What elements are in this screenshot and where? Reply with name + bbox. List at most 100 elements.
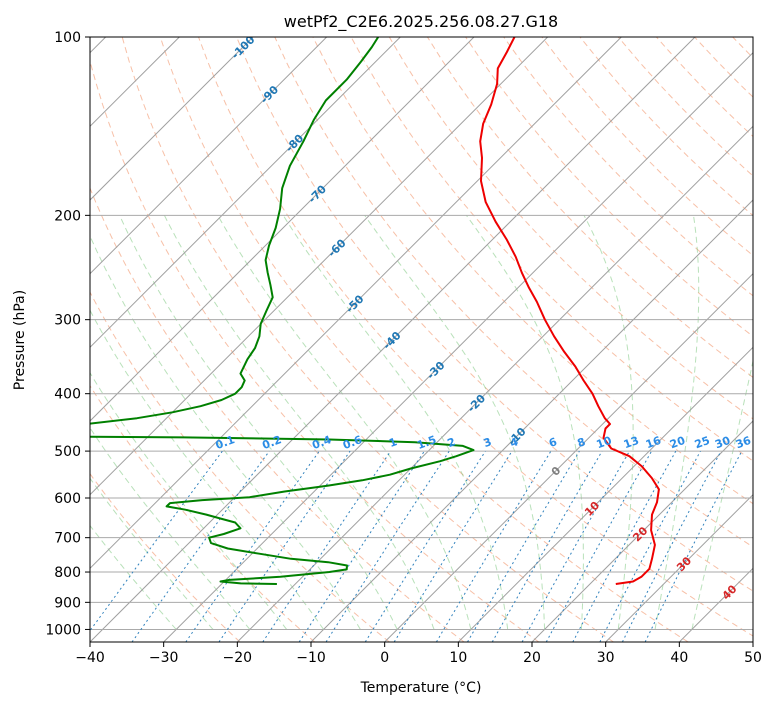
mixing-ratio-label: 10 bbox=[595, 434, 614, 452]
dry-adiabat bbox=[90, 291, 390, 642]
mixing-ratio-line bbox=[325, 450, 450, 642]
mixing-ratio-label: 0.4 bbox=[310, 433, 333, 452]
dry-adiabat bbox=[90, 384, 316, 642]
isotherm-line bbox=[678, 567, 753, 642]
mixing-ratio-label: 0.1 bbox=[214, 433, 237, 452]
y-tick-label: 300 bbox=[54, 313, 81, 329]
mixing-ratio-line bbox=[599, 450, 701, 642]
y-tick-label: 500 bbox=[54, 444, 81, 460]
x-tick-label: −30 bbox=[149, 650, 179, 666]
plot-frame bbox=[89, 36, 754, 643]
y-tick-label: 700 bbox=[54, 531, 81, 547]
dry-adiabat bbox=[694, 37, 753, 98]
isotherm-line bbox=[90, 37, 401, 349]
y-tick-label: 1000 bbox=[45, 622, 81, 638]
isotherm-line bbox=[236, 125, 753, 642]
mixing-ratio-line bbox=[218, 450, 351, 642]
mixing-ratio-label: 2 bbox=[446, 435, 458, 450]
mixing-ratio-label: 25 bbox=[693, 434, 712, 451]
isotherm-line bbox=[90, 37, 475, 422]
dry-adiabat bbox=[732, 37, 753, 59]
x-tick-label: −10 bbox=[296, 650, 326, 666]
dry-adiabat bbox=[159, 37, 689, 642]
dry-adiabat bbox=[90, 59, 540, 642]
moist-adiabat bbox=[691, 358, 753, 630]
x-axis-label: Temperature (°C) bbox=[360, 680, 482, 696]
mixing-ratio-label: 1 bbox=[387, 435, 399, 450]
isotherm-line bbox=[605, 493, 753, 642]
isotherm-line bbox=[90, 37, 549, 496]
mixing-ratio-line bbox=[298, 450, 425, 642]
y-tick-label: 800 bbox=[54, 565, 81, 581]
isotherm-line bbox=[163, 51, 753, 642]
mixing-ratio-line bbox=[467, 450, 580, 642]
dry-adiabat bbox=[350, 37, 753, 462]
mixing-ratio-label: 16 bbox=[644, 434, 663, 452]
dry-adiabat bbox=[388, 37, 753, 420]
moist-adiabat bbox=[282, 215, 509, 630]
isotherm-line bbox=[90, 37, 622, 570]
moist-adiabat bbox=[163, 215, 435, 630]
mixing-ratio-line bbox=[185, 450, 320, 642]
chart-title: wetPf2_C2E6.2025.256.08.27.G18 bbox=[284, 12, 558, 32]
isotherm-line bbox=[457, 346, 753, 642]
mixing-ratio-label: 6 bbox=[547, 435, 559, 450]
isotherm-line bbox=[310, 199, 753, 642]
temperature-profile bbox=[479, 37, 660, 585]
y-tick-label: 200 bbox=[54, 208, 81, 224]
mixing-ratio-line bbox=[621, 450, 722, 642]
dry-adiabat bbox=[503, 37, 753, 297]
isotherm-line bbox=[752, 641, 753, 642]
mixing-ratio-line bbox=[545, 450, 653, 642]
y-tick-label: 600 bbox=[54, 491, 81, 507]
mixing-ratio-line bbox=[644, 450, 743, 642]
y-tick-label: 100 bbox=[54, 30, 81, 46]
dry-adiabat bbox=[426, 37, 753, 378]
x-tick-label: 40 bbox=[670, 650, 688, 666]
mixing-ratio-line bbox=[131, 450, 270, 642]
mixing-ratio-label: 3 bbox=[482, 435, 494, 450]
moist-adiabat bbox=[90, 524, 177, 630]
dry-adiabat bbox=[312, 37, 753, 505]
mixing-ratio-line bbox=[364, 450, 486, 642]
dry-adiabat bbox=[465, 37, 753, 338]
mixing-ratio-label: 13 bbox=[622, 434, 641, 451]
dewpoint-profile bbox=[90, 37, 475, 585]
dry-adiabat bbox=[771, 37, 775, 642]
mixing-ratio-line bbox=[435, 450, 552, 642]
mixing-ratio-label: 30 bbox=[713, 434, 732, 452]
dry-adiabat bbox=[90, 472, 241, 642]
dry-adiabat bbox=[541, 37, 753, 257]
y-axis-label: Pressure (hPa) bbox=[12, 290, 28, 390]
x-tick-label: 20 bbox=[523, 650, 541, 666]
x-tick-label: −20 bbox=[223, 650, 253, 666]
moist-adiabat bbox=[119, 215, 398, 630]
dry-adiabat bbox=[274, 37, 753, 548]
mixing-ratio-line bbox=[491, 450, 603, 642]
dry-adiabat bbox=[656, 37, 753, 138]
mixing-ratio-label: 0.6 bbox=[341, 433, 364, 452]
moist-adiabat bbox=[90, 427, 251, 630]
x-tick-label: 30 bbox=[597, 650, 615, 666]
moist-adiabat bbox=[217, 215, 472, 630]
mixing-ratio-label: 36 bbox=[734, 434, 753, 452]
isotherm-line bbox=[90, 37, 254, 201]
mixing-ratio-label: 4 bbox=[508, 435, 520, 450]
x-tick-label: 0 bbox=[380, 650, 389, 666]
y-tick-label: 900 bbox=[54, 595, 81, 611]
isotherm-line bbox=[90, 37, 328, 275]
y-tick-label: 400 bbox=[54, 387, 81, 403]
dry-adiabat bbox=[121, 37, 614, 642]
x-tick-label: 10 bbox=[449, 650, 467, 666]
x-tick-label: −40 bbox=[75, 650, 105, 666]
mixing-ratio-label: 0.2 bbox=[260, 433, 283, 452]
mixing-ratio-line bbox=[90, 450, 223, 632]
isotherm-line bbox=[384, 272, 753, 642]
mixing-ratio-label: 1.5 bbox=[415, 433, 438, 452]
mixing-ratio-label: 20 bbox=[668, 434, 687, 452]
isotherm-label: -90 bbox=[258, 83, 281, 106]
mixing-ratio-line bbox=[521, 450, 630, 642]
mixing-ratio-label: 8 bbox=[576, 435, 588, 450]
isotherm-line bbox=[90, 37, 696, 642]
